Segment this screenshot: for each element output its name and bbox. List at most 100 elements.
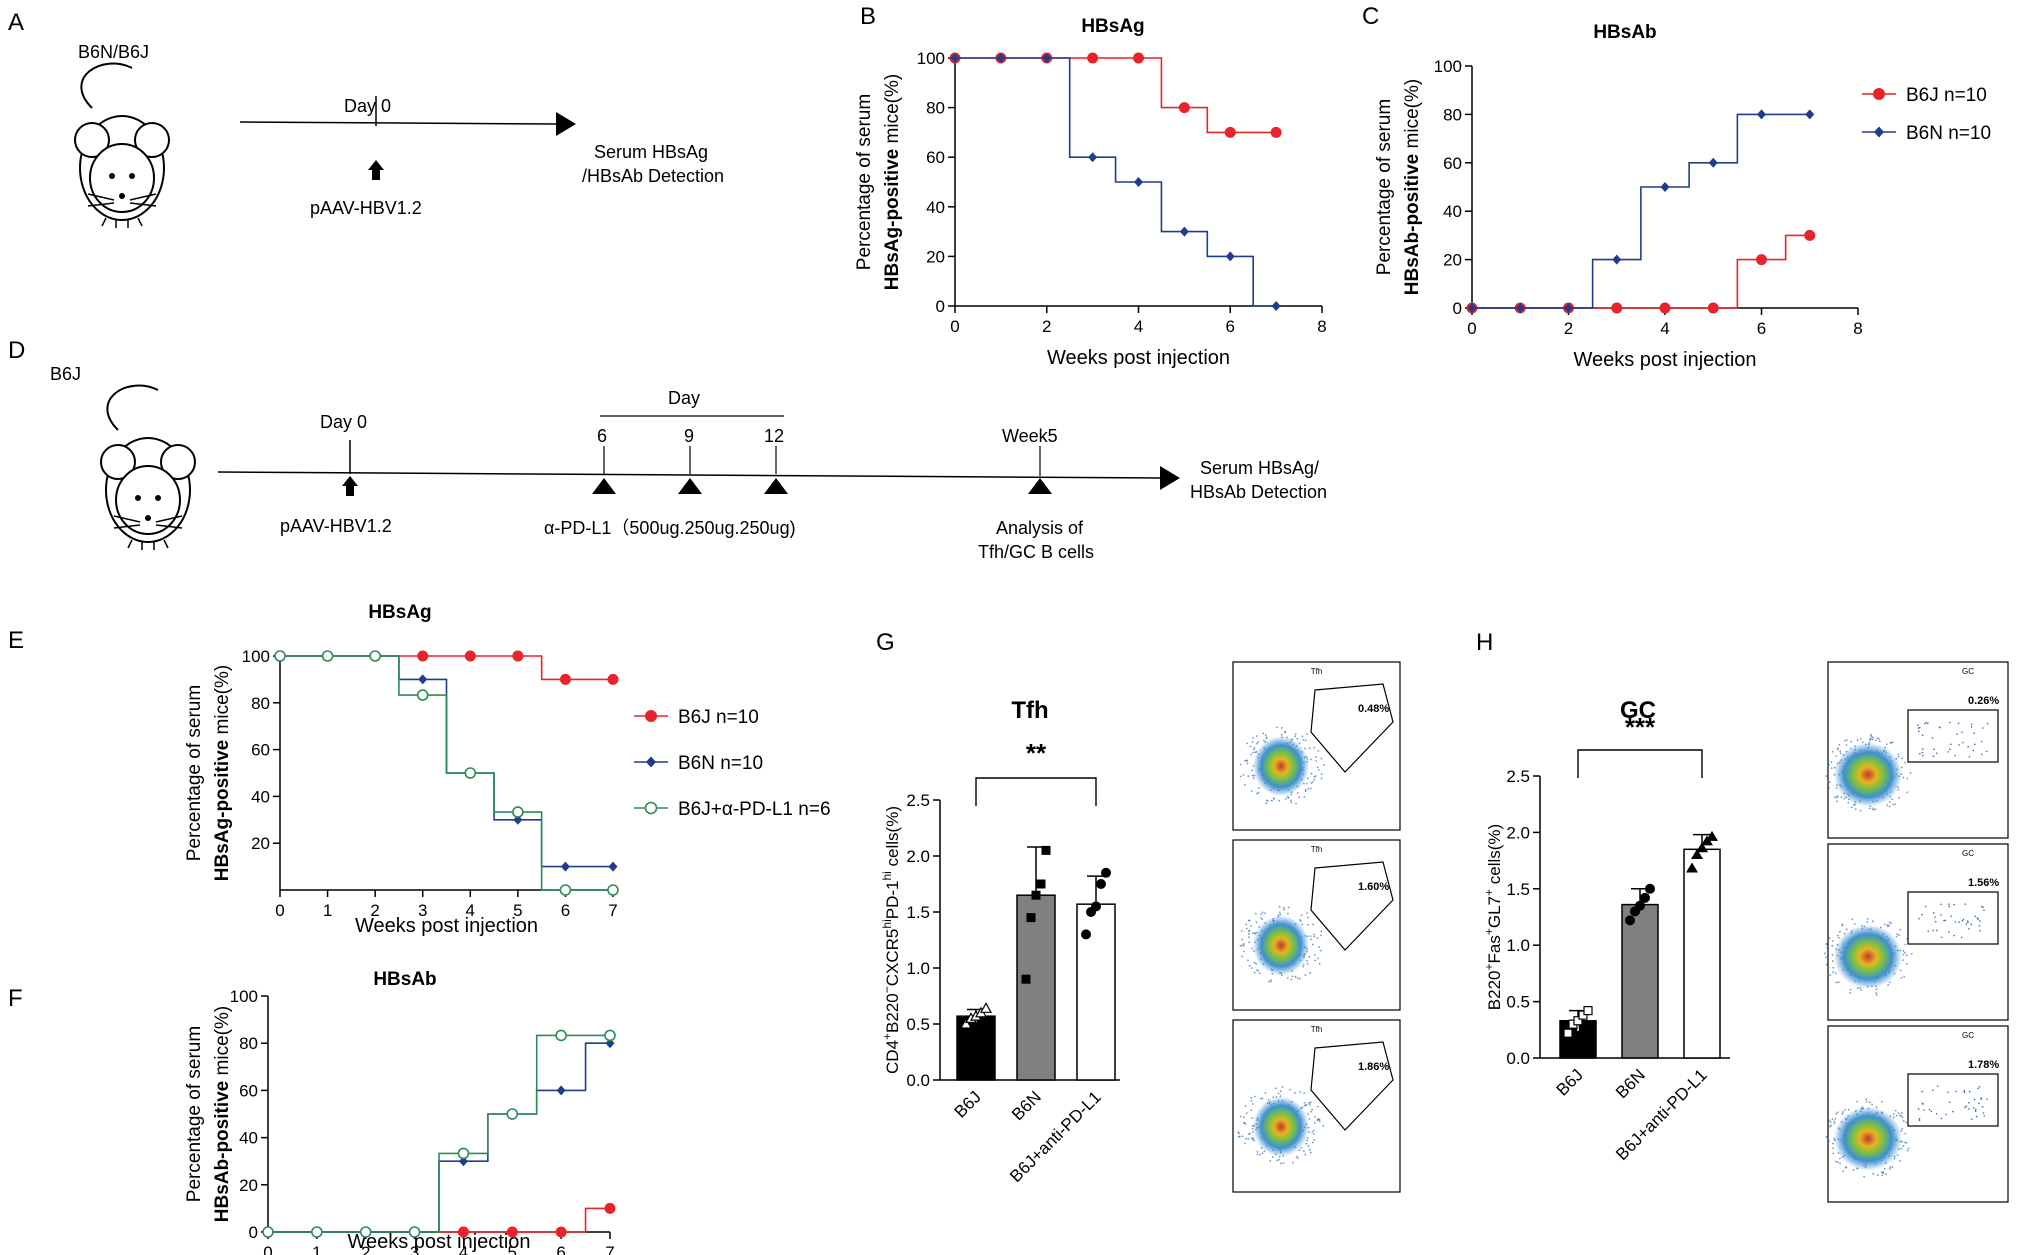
y-axis-label-line1: Percentage of serum bbox=[1374, 99, 1395, 275]
flow-event bbox=[1827, 966, 1830, 969]
flow-event bbox=[1302, 1150, 1305, 1152]
flow-event bbox=[1972, 1107, 1975, 1109]
y-axis-label: CD4+B220−CXCR5hiPD-1hi cells(%) bbox=[880, 806, 902, 1074]
flow-event bbox=[1902, 953, 1904, 956]
flow-event bbox=[1276, 1159, 1278, 1162]
flow-event bbox=[1964, 1106, 1966, 1109]
flow-event bbox=[1948, 931, 1950, 933]
flow-event bbox=[1297, 1157, 1299, 1159]
flow-event bbox=[1899, 928, 1902, 931]
flow-event bbox=[1279, 913, 1282, 916]
data-point-B6J bbox=[1756, 254, 1767, 266]
flow-event bbox=[1251, 1117, 1254, 1119]
data-point-B6J+α-PD-L1 bbox=[604, 1029, 616, 1042]
flow-event bbox=[1242, 944, 1245, 947]
flow-event bbox=[1839, 1162, 1842, 1165]
flow-event bbox=[1849, 988, 1852, 991]
injection-arrow-icon-d bbox=[342, 476, 358, 496]
flow-event bbox=[1257, 969, 1259, 972]
data-point bbox=[1573, 1016, 1583, 1026]
flow-event bbox=[1251, 774, 1254, 777]
flow-event bbox=[1264, 1092, 1267, 1095]
flow-event bbox=[1982, 727, 1984, 729]
scheme-a-readout-1: Serum HBsAg bbox=[594, 142, 708, 162]
y-tick-label: 80 bbox=[926, 99, 945, 118]
flow-event bbox=[1270, 799, 1273, 802]
flow-event bbox=[1252, 736, 1255, 739]
flow-event bbox=[1251, 1103, 1254, 1105]
flow-event bbox=[1828, 1119, 1831, 1122]
flow-event bbox=[1919, 752, 1921, 755]
flow-event bbox=[1843, 797, 1846, 800]
data-point-B6N bbox=[1757, 109, 1766, 120]
y-axis-label-part: + bbox=[1482, 963, 1496, 970]
flow-event bbox=[1251, 947, 1253, 950]
data-point-B6J+α-PD-L1 bbox=[311, 1226, 323, 1238]
data-point-B6J bbox=[1178, 102, 1190, 114]
flow-event bbox=[1949, 748, 1951, 751]
flow-event bbox=[1854, 808, 1857, 811]
y-tick-label: 40 bbox=[1443, 202, 1462, 221]
scheme-d-injection: pAAV-HBV1.2 bbox=[280, 516, 392, 536]
scheme-d-analysis-2: Tfh/GC B cells bbox=[978, 542, 1094, 562]
dose-triangle-icon bbox=[764, 478, 788, 494]
flow-event bbox=[1253, 1139, 1256, 1142]
x-tick-label-B6J: B6J bbox=[951, 1087, 985, 1121]
flow-event bbox=[1278, 1158, 1280, 1161]
chart-title: Tfh bbox=[1011, 697, 1048, 724]
flow-event bbox=[1839, 752, 1842, 755]
data-point bbox=[979, 1002, 993, 1013]
scheme-d-treatment: α-PD-L1（500ug.250ug.250ug) bbox=[544, 518, 796, 538]
flow-event bbox=[1306, 1137, 1309, 1140]
flow-plot: Tfh 0.48% bbox=[1232, 661, 1401, 831]
data-point bbox=[1031, 890, 1041, 900]
flow-event bbox=[1248, 930, 1250, 933]
flow-event bbox=[1927, 930, 1929, 933]
flow-event bbox=[1298, 1149, 1301, 1152]
flow-event bbox=[1978, 1102, 1980, 1105]
flow-event bbox=[1252, 932, 1254, 934]
flow-event bbox=[1301, 735, 1304, 738]
chart-title: HBsAb bbox=[373, 969, 436, 990]
data-point bbox=[1583, 1006, 1593, 1016]
x-tick-label: 1 bbox=[323, 901, 332, 920]
flow-event bbox=[1302, 739, 1305, 741]
flow-event bbox=[1278, 799, 1281, 802]
flow-event bbox=[1311, 781, 1314, 783]
flow-event bbox=[1874, 808, 1877, 811]
scheme-d-week: Week5 bbox=[1002, 426, 1058, 446]
flow-event bbox=[1836, 747, 1839, 749]
flow-event bbox=[1837, 748, 1839, 751]
flow-event bbox=[1314, 775, 1317, 777]
y-tick-label: 2.5 bbox=[906, 791, 930, 810]
flow-event bbox=[1940, 936, 1943, 939]
data-point-B6J bbox=[512, 650, 524, 662]
flow-gate bbox=[1310, 1041, 1394, 1131]
flow-event bbox=[1950, 743, 1952, 746]
flow-event bbox=[1300, 914, 1303, 917]
flow-event bbox=[1982, 1112, 1985, 1114]
data-point-B6J bbox=[464, 650, 476, 662]
y-tick-label: 0 bbox=[1453, 299, 1462, 318]
flow-cytometry-panels: Tfh0.48%Tfh1.60%Tfh1.86%GC0.26%GC1.56%GC… bbox=[1232, 661, 2009, 1203]
flow-event bbox=[1899, 1114, 1902, 1117]
flow-event bbox=[1978, 1085, 1981, 1088]
flow-event bbox=[1299, 920, 1302, 923]
flow-event bbox=[1891, 741, 1894, 744]
flow-event bbox=[1303, 1101, 1306, 1104]
flow-event bbox=[1922, 754, 1924, 757]
flow-event bbox=[1952, 1110, 1954, 1113]
flow-event bbox=[1852, 804, 1855, 806]
flow-event bbox=[1897, 755, 1900, 758]
flow-event bbox=[1886, 924, 1889, 926]
x-tick-label: 7 bbox=[605, 1243, 614, 1255]
flow-plot: Tfh 1.60% bbox=[1232, 839, 1401, 1011]
flow-event bbox=[1311, 943, 1314, 946]
flow-event bbox=[1950, 915, 1952, 918]
y-tick-label: 20 bbox=[251, 834, 270, 853]
data-point-B6N bbox=[1515, 303, 1525, 313]
flow-event bbox=[1932, 911, 1935, 914]
flow-event bbox=[1832, 971, 1834, 973]
flow-event bbox=[1310, 782, 1313, 784]
flow-event bbox=[1830, 1124, 1833, 1127]
